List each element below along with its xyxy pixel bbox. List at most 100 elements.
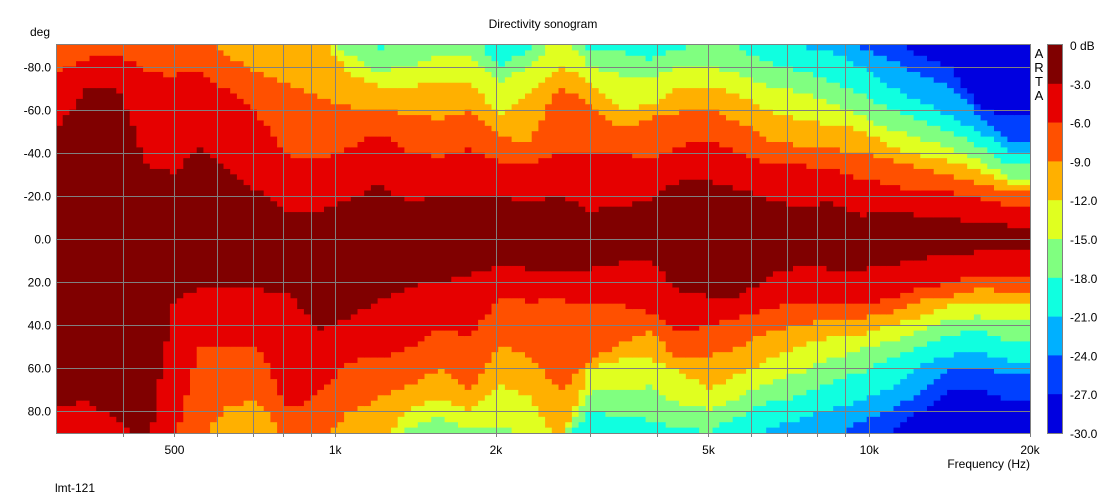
heatmap-cell <box>766 276 774 310</box>
heatmap-cell <box>679 427 687 434</box>
heatmap-cell <box>793 206 801 267</box>
heatmap-cell <box>1007 249 1015 278</box>
arta-letter: A <box>1035 88 1044 103</box>
colorbar-swatch <box>1048 277 1062 317</box>
heatmap-cell <box>866 395 874 418</box>
heatmap-cell <box>491 45 499 62</box>
colorbar: 0 dB-3.0-6.0-9.0-12.0-15.0-18.0-21.0-24.… <box>1047 39 1098 441</box>
heatmap-cell <box>913 152 921 170</box>
heatmap-cell <box>303 400 311 434</box>
heatmap-cell <box>437 120 445 159</box>
heatmap-cell <box>558 88 566 154</box>
heatmap-cell <box>236 98 244 181</box>
heatmap-cell <box>283 292 291 407</box>
heatmap-cell <box>511 55 519 73</box>
heatmap-cell <box>277 292 285 396</box>
heatmap-cell <box>947 357 955 369</box>
heatmap-cell <box>746 158 754 191</box>
heatmap-cell <box>598 352 606 364</box>
heatmap-cell <box>391 352 399 391</box>
heatmap-cell <box>766 400 774 429</box>
heatmap-cell <box>672 400 680 429</box>
heatmap-cell <box>598 50 606 73</box>
heatmap-cell <box>531 201 539 272</box>
colorbar-label: -3.0 <box>1070 78 1091 92</box>
heatmap-cell <box>813 120 821 148</box>
heatmap-cell <box>571 152 579 202</box>
heatmap-cell <box>920 346 928 364</box>
heatmap-cell <box>578 271 586 305</box>
heatmap-cell <box>216 50 224 89</box>
heatmap-cell <box>833 125 841 148</box>
heatmap-cell <box>685 406 693 429</box>
heatmap-cell <box>1020 276 1028 294</box>
heatmap-cell <box>330 152 338 208</box>
heatmap-cell <box>913 71 921 100</box>
heatmap-cell <box>967 195 975 224</box>
heatmap-cell <box>632 309 640 337</box>
heatmap-cell <box>960 152 968 164</box>
heatmap-cell <box>860 217 868 272</box>
heatmap-cell <box>478 120 486 154</box>
heatmap-cell <box>350 147 358 197</box>
heatmap-cell <box>645 260 653 315</box>
heatmap-cell <box>665 352 673 369</box>
heatmap-cell <box>786 115 794 143</box>
heatmap-cell <box>927 190 935 218</box>
heatmap-cell <box>216 88 224 164</box>
heatmap-cell <box>384 190 392 299</box>
heatmap-cell <box>980 147 988 164</box>
heatmap-cell <box>913 55 921 73</box>
heatmap-cell <box>679 66 687 89</box>
heatmap-cell <box>933 287 941 299</box>
heatmap-cell <box>900 93 908 116</box>
heatmap-cell <box>377 357 385 396</box>
heatmap-cell <box>216 287 224 348</box>
heatmap-cell <box>638 104 646 121</box>
heatmap-cell <box>116 45 124 57</box>
heatmap-cell <box>578 55 586 78</box>
heatmap-cell <box>659 71 667 100</box>
heatmap-cell <box>719 384 727 407</box>
heatmap-cell <box>967 179 975 197</box>
heatmap-cell <box>471 384 479 407</box>
heatmap-cell <box>632 125 640 159</box>
heatmap-cell <box>1020 179 1028 186</box>
heatmap-cell <box>337 104 345 154</box>
heatmap-cell <box>679 406 687 429</box>
heatmap-cell <box>726 185 734 299</box>
x-tick-label: 10k <box>860 443 880 457</box>
heatmap-cell <box>739 373 747 396</box>
heatmap-cell <box>116 422 124 434</box>
heatmap-cell <box>558 195 566 272</box>
heatmap-cell <box>846 61 854 89</box>
heatmap-cell <box>511 45 519 57</box>
heatmap-cell <box>652 115 660 159</box>
heatmap-cell <box>880 298 888 315</box>
heatmap-cell <box>772 115 780 143</box>
heatmap-cell <box>317 45 325 100</box>
heatmap-cell <box>960 276 968 294</box>
heatmap-cell <box>927 217 935 256</box>
heatmap-cell <box>464 55 472 84</box>
heatmap-cell <box>598 115 606 154</box>
heatmap-cell <box>605 71 613 100</box>
heatmap-cell <box>726 71 734 94</box>
heatmap-cell <box>746 98 754 127</box>
heatmap-cell <box>860 45 868 51</box>
heatmap-cell <box>578 368 586 391</box>
heatmap-cell <box>759 61 767 84</box>
heatmap-cell <box>370 71 378 84</box>
heatmap-cell <box>994 249 1002 278</box>
heatmap-cell <box>967 104 975 127</box>
heatmap-cell <box>531 61 539 89</box>
heatmap-cell <box>987 109 995 127</box>
heatmap-cell <box>585 411 593 434</box>
heatmap-cell <box>813 147 821 170</box>
heatmap-cell <box>109 416 117 434</box>
heatmap-cell <box>799 395 807 418</box>
heatmap-cell <box>525 66 533 94</box>
heatmap-cell <box>699 66 707 89</box>
heatmap-cell <box>739 314 747 348</box>
heatmap-cell <box>411 88 419 116</box>
